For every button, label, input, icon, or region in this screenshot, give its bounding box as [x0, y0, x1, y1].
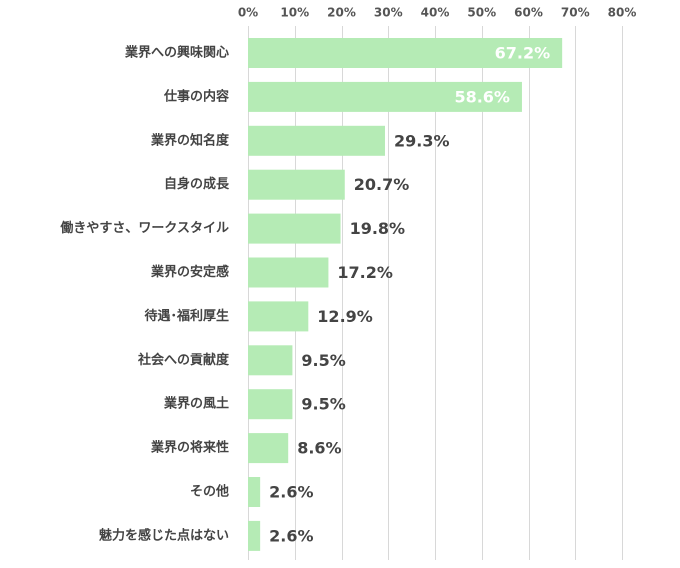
category-label: 業界の知名度: [150, 132, 230, 148]
value-labels: 67.2% 58.6% 29.3% 20.7% 19.8% 17.2% 12.9% 9.5% 9…: [269, 44, 550, 546]
value-label: 2.6%: [269, 526, 313, 545]
value-label: 2.6%: [269, 483, 313, 502]
bar: [248, 257, 329, 288]
bar: [248, 125, 385, 156]
category-label: 自身の成長: [164, 176, 230, 192]
bar: [248, 213, 341, 244]
value-label: 20.7%: [354, 175, 410, 194]
value-label: 12.9%: [317, 307, 373, 326]
category-label: 社会への貢献度: [137, 352, 230, 368]
x-tick-label: 40%: [421, 6, 450, 20]
category-label: 働きやすさ、ワークスタイル: [59, 220, 229, 236]
category-label: 仕事の内容: [163, 88, 229, 104]
x-axis-ticks: 0% 10% 20% 30% 40% 50% 60% 70% 80%: [238, 6, 637, 20]
value-label: 67.2%: [495, 44, 551, 63]
x-tick-label: 30%: [374, 6, 403, 20]
x-tick-label: 70%: [561, 6, 590, 20]
bar: [248, 477, 261, 507]
value-label: 9.5%: [301, 395, 345, 414]
category-label: 待遇･福利厚生: [143, 308, 229, 324]
bar: [248, 38, 563, 68]
bar: [248, 433, 289, 464]
x-tick-label: 50%: [467, 6, 496, 20]
bar: [248, 301, 309, 332]
x-tick-label: 20%: [327, 6, 356, 20]
bar: [248, 345, 293, 376]
bars: [248, 38, 563, 551]
value-label: 9.5%: [301, 351, 345, 370]
bar: [248, 81, 522, 112]
grid-lines: [248, 26, 623, 560]
value-label: 17.2%: [337, 263, 393, 282]
value-label: 8.6%: [297, 439, 341, 458]
category-label: 業界の安定感: [150, 264, 229, 280]
value-label: 29.3%: [394, 131, 450, 150]
category-label: 業界への興味関心: [124, 45, 229, 61]
x-tick-label: 10%: [280, 6, 309, 20]
category-label: 魅力を感じた点はない: [99, 527, 229, 543]
category-label: 業界の将来性: [150, 440, 229, 456]
value-label: 19.8%: [350, 219, 406, 238]
bar: [248, 520, 261, 551]
category-labels: 業界への興味関心仕事の内容業界の知名度自身の成長働きやすさ、ワークスタイル業界の…: [59, 45, 230, 544]
bar: [248, 169, 345, 200]
x-tick-label: 80%: [608, 6, 637, 20]
category-label: その他: [190, 484, 229, 500]
x-tick-label: 60%: [514, 6, 543, 20]
category-label: 業界の風土: [163, 396, 229, 412]
bar: [248, 389, 293, 420]
x-tick-label: 0%: [238, 6, 258, 20]
value-label: 58.6%: [454, 87, 510, 106]
